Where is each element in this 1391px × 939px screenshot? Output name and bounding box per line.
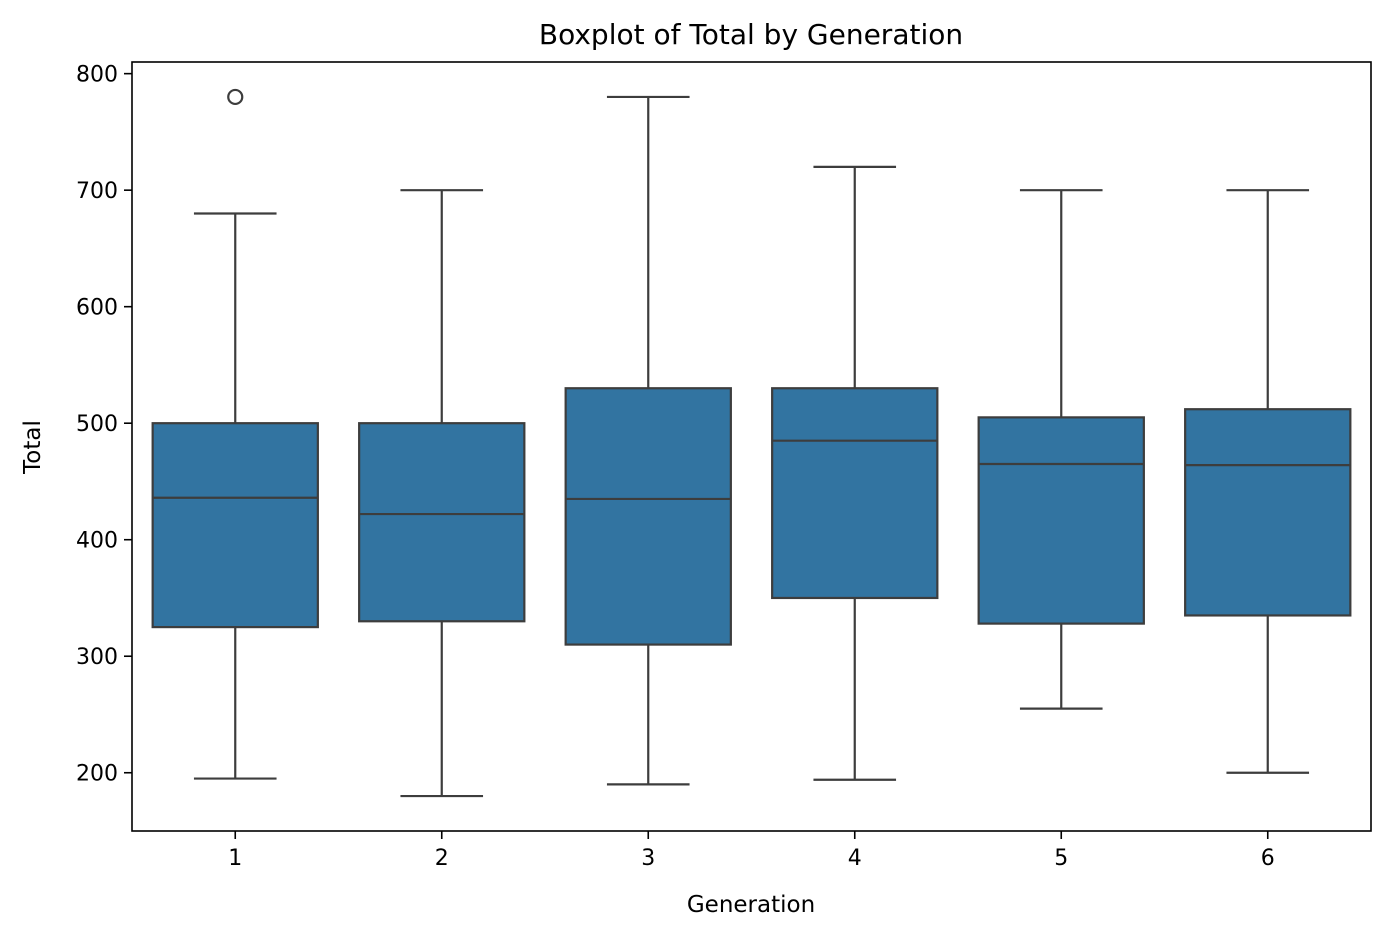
y-axis: 200 300 400 500 600 700 800: [76, 63, 132, 787]
y-tick-label: 500: [76, 412, 118, 437]
x-axis-label: Generation: [687, 892, 815, 918]
plot-area: [151, 88, 1352, 798]
y-tick-label: 800: [76, 63, 118, 88]
x-tick-label: 4: [848, 846, 862, 871]
x-tick-label: 5: [1054, 846, 1068, 871]
y-tick-label: 300: [76, 645, 118, 670]
iqr-box: [358, 422, 526, 623]
y-tick-label: 400: [76, 529, 118, 554]
box-generation-5: [977, 189, 1145, 710]
x-tick-label: 1: [228, 846, 242, 871]
box-generation-1: [151, 88, 319, 780]
x-tick-label: 6: [1261, 846, 1275, 871]
x-axis: 1 2 3 4 5 6: [228, 831, 1275, 871]
outlier-point: [227, 88, 244, 106]
iqr-box: [564, 387, 732, 646]
box-generation-4: [771, 165, 939, 781]
x-tick-label: 2: [435, 846, 449, 871]
box-generation-2: [358, 189, 526, 798]
iqr-box: [771, 387, 939, 600]
chart-title: Boxplot of Total by Generation: [539, 18, 963, 51]
box-generation-6: [1184, 189, 1352, 774]
plot-frame: [131, 61, 1372, 832]
iqr-box: [151, 422, 319, 629]
box-generation-3: [564, 95, 732, 786]
y-tick-label: 600: [76, 296, 118, 321]
y-tick-label: 700: [76, 179, 118, 204]
iqr-box: [977, 416, 1145, 625]
x-tick-label: 3: [641, 846, 655, 871]
y-tick-label: 200: [76, 762, 118, 787]
iqr-box: [1184, 408, 1352, 617]
y-axis-label: Total: [20, 420, 46, 475]
